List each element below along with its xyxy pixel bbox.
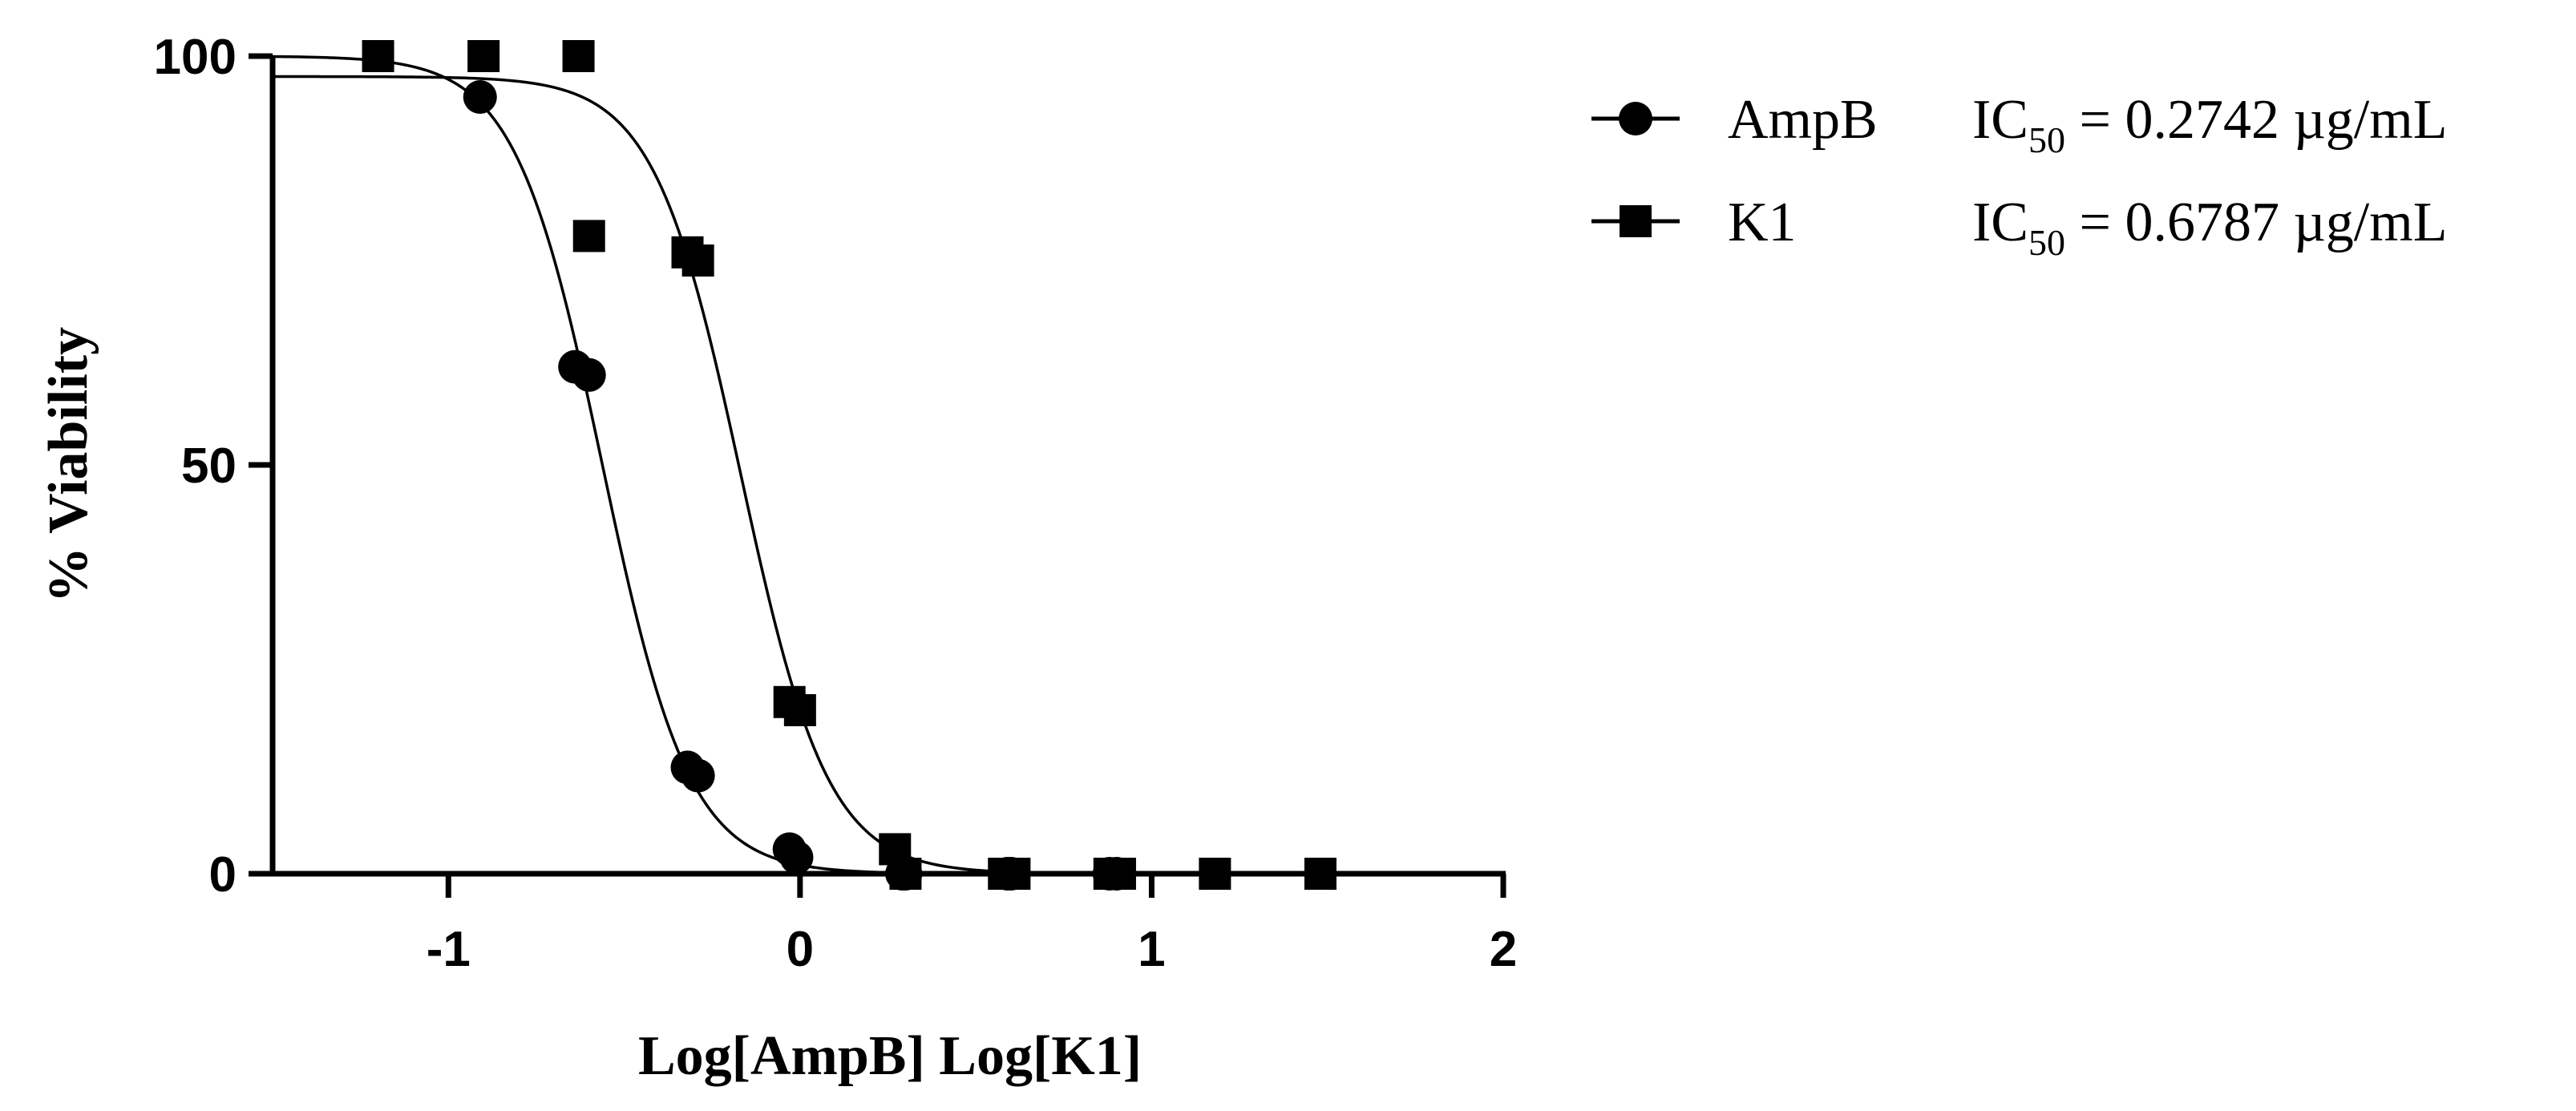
data-point-k1 bbox=[1304, 858, 1337, 890]
data-point-k1 bbox=[783, 694, 816, 726]
data-point-k1 bbox=[1199, 858, 1231, 890]
data-point-k1 bbox=[1103, 858, 1136, 890]
x-tick-label: 0 bbox=[787, 922, 814, 977]
legend: AmpB IC50 = 0.2742 µg/mL K1 IC50 = 0.6787 µ… bbox=[1591, 89, 2447, 263]
data-point-k1 bbox=[562, 40, 595, 72]
y-tick-label: 0 bbox=[209, 847, 237, 903]
legend-label: K1 bbox=[1728, 192, 1797, 253]
data-point-k1 bbox=[362, 40, 394, 72]
y-tick-label: 50 bbox=[181, 438, 237, 494]
data-point-ampb bbox=[681, 758, 715, 793]
x-tick-label: 2 bbox=[1490, 922, 1517, 977]
data-points bbox=[362, 40, 1337, 891]
fit-curve-ampb bbox=[272, 55, 1326, 875]
axes: 0 50 100 -1 0 1 2 bbox=[154, 30, 1518, 977]
legend-label: AmpB bbox=[1728, 89, 1878, 151]
x-axis-title: Log[AmpB] Log[K1] bbox=[638, 1025, 1142, 1087]
legend-marker-k1 bbox=[1620, 205, 1652, 237]
legend-ic50: IC50 = 0.2742 µg/mL bbox=[1972, 89, 2447, 160]
data-point-ampb bbox=[779, 840, 814, 875]
x-tick-label: -1 bbox=[427, 922, 471, 977]
legend-ic50: IC50 = 0.6787 µg/mL bbox=[1972, 192, 2447, 263]
data-point-k1 bbox=[467, 40, 500, 72]
fit-curves bbox=[272, 55, 1326, 875]
legend-marker-ampb bbox=[1619, 102, 1652, 135]
y-axis-title: % Viability bbox=[38, 327, 99, 603]
y-tick-label: 100 bbox=[154, 30, 237, 85]
x-tick-label: 1 bbox=[1138, 922, 1165, 977]
data-point-k1 bbox=[889, 858, 922, 890]
fit-curve-k1 bbox=[273, 75, 1326, 875]
data-point-ampb bbox=[572, 358, 606, 392]
data-point-k1 bbox=[572, 220, 605, 252]
data-point-k1 bbox=[998, 858, 1031, 890]
data-point-k1 bbox=[681, 244, 714, 277]
data-point-ampb bbox=[463, 80, 497, 114]
